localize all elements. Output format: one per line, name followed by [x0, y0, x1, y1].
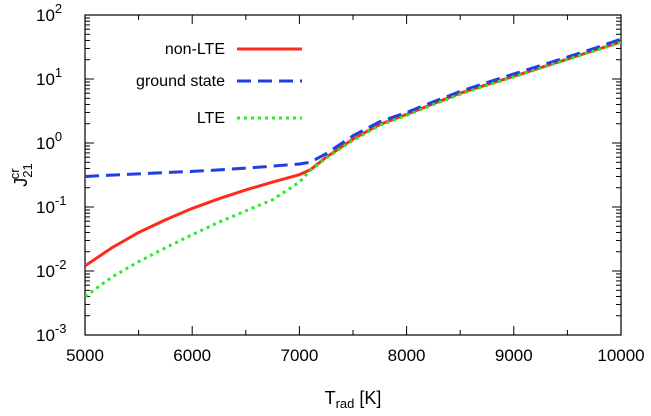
y-tick-labels: 10-3 10-2 10-1 100 101 102: [36, 1, 66, 345]
legend-entry: LTE: [197, 110, 302, 127]
x-tick-label: 7000: [280, 346, 318, 365]
series-line-ground-state: [85, 37, 621, 178]
legend: non-LTE ground state LTE: [136, 41, 302, 127]
x-axis-title: Trad [K]: [325, 388, 382, 411]
y-tick-label: 10-2: [36, 257, 66, 281]
y-tick-label: 102: [36, 1, 62, 25]
x-axis-title-sub: rad: [336, 396, 355, 411]
y-tick-label: 10-3: [36, 321, 66, 345]
y-axis-title-sub: 21: [20, 163, 35, 177]
legend-label: non-LTE: [165, 41, 225, 58]
x-tick-label: 5000: [66, 346, 104, 365]
x-tick-label: 6000: [173, 346, 211, 365]
x-tick-label: 10000: [597, 346, 644, 365]
legend-label: ground state: [136, 73, 225, 90]
series-line-lte: [85, 40, 621, 298]
x-axis-title-unit: [K]: [354, 388, 381, 408]
y-tick-label: 10-1: [36, 193, 66, 217]
x-tick-labels: 5000 6000 7000 8000 9000 10000: [66, 346, 645, 365]
y-axis-title-sup: cr: [7, 168, 22, 180]
series-lines: [85, 37, 621, 298]
y-axis-title-main: J: [11, 178, 31, 187]
ticks: [84, 14, 622, 336]
x-axis-title-main: T: [325, 388, 336, 408]
plot-frame: [84, 14, 622, 336]
x-tick-label: 8000: [388, 346, 426, 365]
y-tick-label: 100: [36, 129, 62, 153]
y-axis-title: J21cr: [7, 163, 35, 186]
y-tick-label: 101: [36, 65, 62, 89]
legend-entry: non-LTE: [165, 41, 302, 58]
x-tick-label: 9000: [495, 346, 533, 365]
legend-label: LTE: [197, 110, 225, 127]
legend-entry: ground state: [136, 73, 302, 90]
